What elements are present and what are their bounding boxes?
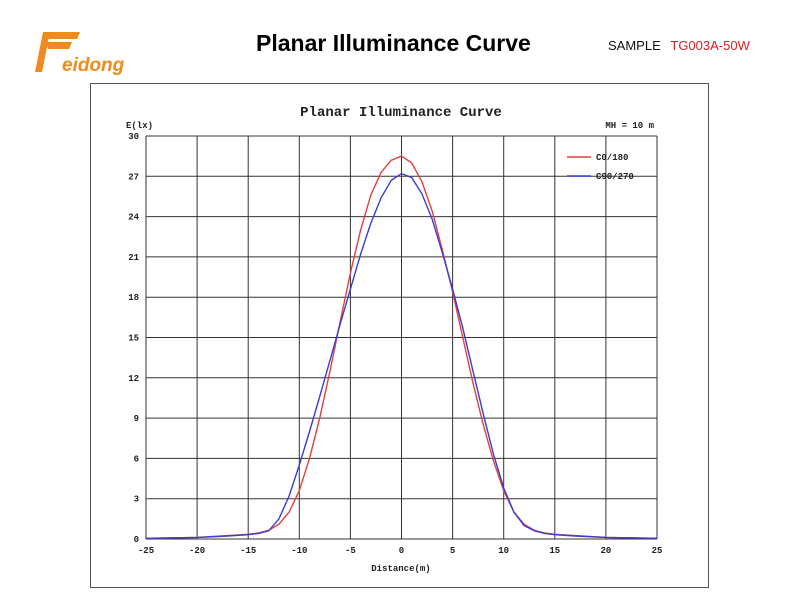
y-tick-label: 30 bbox=[128, 132, 139, 142]
chart-title: Planar Illuminance Curve bbox=[300, 105, 502, 121]
x-tick-label: -15 bbox=[240, 546, 256, 556]
model-number: TG003A-50W bbox=[670, 38, 750, 53]
x-tick-label: 10 bbox=[498, 546, 509, 556]
feidong-logo: eidong bbox=[34, 28, 146, 78]
mounting-height-annotation: MH = 10 m bbox=[605, 121, 654, 131]
y-tick-label: 9 bbox=[134, 414, 139, 424]
series-line-C90-270 bbox=[145, 172, 658, 539]
x-tick-label: -20 bbox=[189, 546, 205, 556]
legend-label: C0/180 bbox=[596, 153, 628, 163]
y-tick-label: 6 bbox=[134, 454, 139, 464]
slide-title: Planar Illuminance Curve bbox=[256, 30, 531, 56]
y-tick-label: 12 bbox=[128, 374, 139, 384]
sample-word: SAMPLE bbox=[608, 38, 661, 53]
legend: C0/180 C90/270 bbox=[567, 153, 634, 182]
series-lines bbox=[145, 155, 658, 539]
logo-f-mark bbox=[35, 32, 80, 72]
y-axis-label: E(lx) bbox=[126, 121, 153, 131]
y-tick-label: 3 bbox=[134, 495, 139, 505]
illuminance-chart: Planar Illuminance Curve E(lx) MH = 10 m… bbox=[126, 105, 662, 574]
x-tick-label: 25 bbox=[652, 546, 663, 556]
y-tick-label: 24 bbox=[128, 213, 139, 223]
tick-labels: -25 -20 -15 -10 -5 0 5 10 15 20 25 0 3 6 9 12 15 18 21 24 27… bbox=[128, 132, 662, 556]
y-tick-label: 21 bbox=[128, 253, 139, 263]
x-tick-label: -25 bbox=[138, 546, 154, 556]
sample-label: SAMPLE TG003A-50W bbox=[608, 38, 750, 53]
grid bbox=[145, 135, 658, 540]
logo-text-tail: eidong bbox=[62, 55, 125, 76]
y-tick-label: 0 bbox=[134, 535, 139, 545]
y-tick-label: 15 bbox=[128, 334, 139, 344]
y-tick-label: 18 bbox=[128, 293, 139, 303]
legend-label: C90/270 bbox=[596, 172, 634, 182]
x-tick-label: 5 bbox=[450, 546, 455, 556]
chart-frame: Planar Illuminance Curve E(lx) MH = 10 m… bbox=[90, 83, 709, 588]
x-axis-label: Distance(m) bbox=[371, 564, 430, 574]
logo-graphic: eidong bbox=[35, 32, 125, 76]
series-line-C0-180 bbox=[145, 155, 658, 539]
x-tick-label: 0 bbox=[399, 546, 404, 556]
logo-text: eidong bbox=[62, 55, 125, 76]
x-tick-label: 20 bbox=[600, 546, 611, 556]
x-tick-label: -10 bbox=[291, 546, 307, 556]
x-tick-label: -5 bbox=[345, 546, 356, 556]
x-tick-label: 15 bbox=[549, 546, 560, 556]
y-tick-label: 27 bbox=[128, 172, 139, 182]
